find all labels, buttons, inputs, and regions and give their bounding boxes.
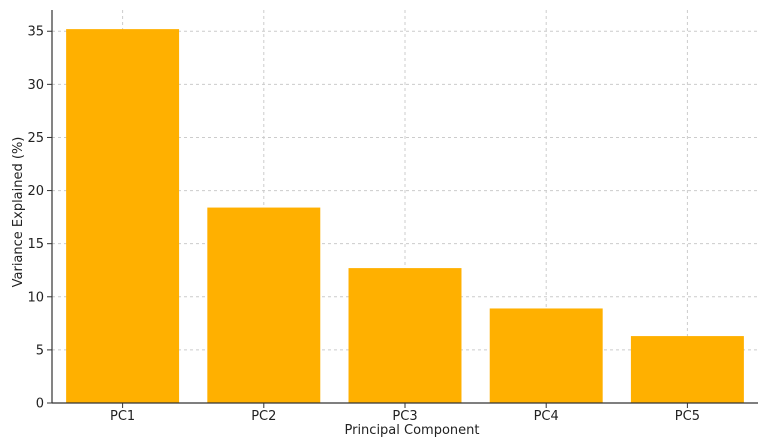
bar-pc1	[66, 29, 180, 403]
bar-pc2	[207, 207, 321, 403]
x-axis-label: Principal Component	[344, 423, 479, 438]
x-tick-label: PC5	[675, 409, 700, 424]
bars	[66, 29, 744, 403]
y-tick-label: 35	[27, 25, 44, 40]
tick-labels: 0 5 10 15 20 25 30 35 PC1 PC2 PC3 PC4 PC5	[27, 25, 700, 424]
x-tick-label: PC4	[534, 409, 559, 424]
y-tick-label: 0	[36, 397, 44, 412]
y-tick-label: 15	[27, 237, 44, 252]
bar-pc5	[630, 336, 744, 403]
x-tick-label: PC3	[392, 409, 417, 424]
x-tick-label: PC1	[110, 409, 135, 424]
y-tick-label: 25	[27, 131, 44, 146]
y-tick-label: 20	[27, 184, 44, 199]
x-tick-label: PC2	[251, 409, 276, 424]
y-tick-label: 30	[27, 78, 44, 93]
y-tick-label: 10	[27, 290, 44, 305]
y-tick-label: 5	[36, 343, 44, 358]
y-axis-label: Variance Explained (%)	[11, 137, 26, 288]
axes	[47, 10, 758, 408]
bar-pc4	[489, 308, 603, 403]
bar-pc3	[348, 268, 462, 403]
